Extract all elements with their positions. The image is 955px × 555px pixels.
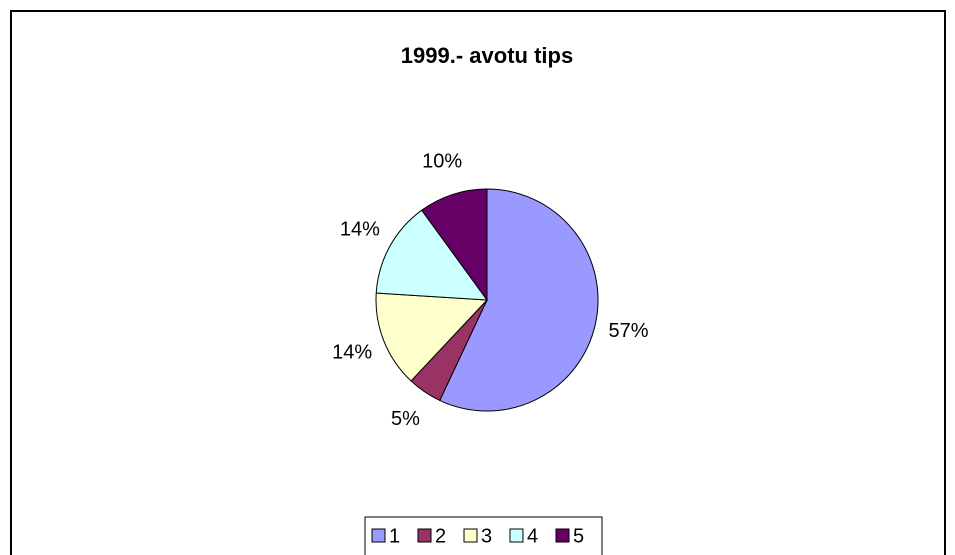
chart-title: 1999.- avotu tips	[401, 43, 573, 68]
legend-swatch	[509, 528, 524, 543]
data-label: 14%	[340, 218, 380, 240]
legend-label: 3	[481, 525, 492, 547]
legend-swatch	[463, 528, 478, 543]
legend-label: 2	[435, 525, 446, 547]
pie: 57% 5% 14% 14% 10%	[332, 150, 649, 430]
data-label: 5%	[391, 408, 420, 430]
legend-swatch	[417, 528, 432, 543]
pie-slice	[421, 188, 488, 302]
data-label: 57%	[608, 320, 648, 342]
legend-box	[364, 516, 603, 555]
pie-slice	[439, 188, 599, 412]
legend-swatch	[555, 528, 570, 543]
legend-swatch	[371, 528, 386, 543]
data-label: 10%	[422, 150, 462, 172]
legend-label: 4	[527, 525, 538, 547]
legend: 1 2 3 4 5	[371, 525, 584, 547]
legend-label: 1	[389, 525, 400, 547]
pie-slice	[375, 209, 489, 301]
pie-slice	[375, 292, 489, 382]
legend-label: 5	[573, 525, 584, 547]
data-label: 14%	[332, 342, 372, 364]
